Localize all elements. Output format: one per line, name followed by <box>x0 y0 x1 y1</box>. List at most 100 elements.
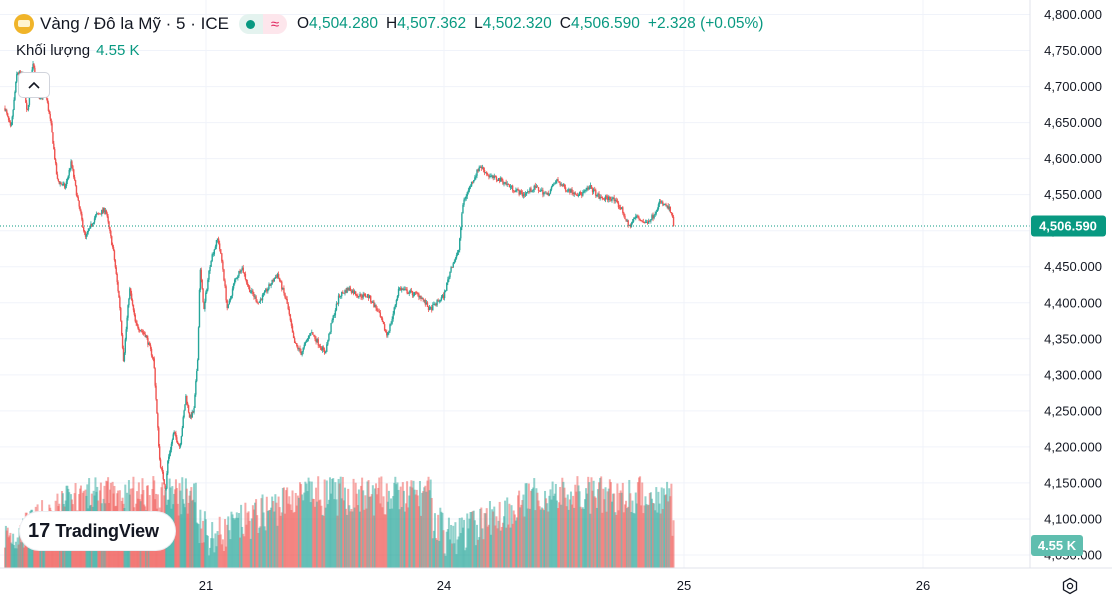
candle-body <box>659 201 662 203</box>
volume-bar <box>496 528 499 568</box>
volume-bar <box>413 489 416 568</box>
volume-bar <box>549 489 552 568</box>
candle-body <box>101 209 103 215</box>
tradingview-mark-icon: 17 <box>28 519 51 542</box>
candle-body <box>131 299 134 305</box>
candle-body <box>462 204 464 214</box>
candle-body <box>358 296 360 298</box>
y-tick-label: 4,650.000 <box>1044 115 1102 130</box>
volume-bar <box>622 512 625 568</box>
candle-body <box>376 308 378 311</box>
volume-bar <box>435 538 438 568</box>
candle-body <box>425 302 428 305</box>
volume-bar <box>262 512 265 568</box>
volume-bar <box>311 498 314 568</box>
candle-body <box>557 179 559 182</box>
candle-body <box>646 222 649 224</box>
volume-bar <box>369 496 372 568</box>
candle-body <box>90 223 92 226</box>
volume-bar <box>299 482 302 568</box>
volume-bar <box>561 477 564 568</box>
volume-bar <box>403 511 406 568</box>
volume-bar <box>385 483 388 568</box>
volume-bar <box>366 481 369 568</box>
candle-body <box>210 260 212 267</box>
candle-body <box>641 221 643 222</box>
volume-bar <box>521 500 524 568</box>
candle-body <box>213 249 216 255</box>
candle-body <box>118 291 120 298</box>
candle-body <box>187 403 189 406</box>
volume-bar <box>550 499 553 568</box>
symbol-title[interactable]: Vàng / Đô la Mỹ · 5 · ICE <box>40 14 229 33</box>
candle-body <box>402 288 404 290</box>
candle-body <box>434 303 436 305</box>
candle-body <box>576 194 579 196</box>
volume-bar <box>342 500 345 568</box>
tradingview-logo[interactable]: 17 TradingView <box>20 512 175 550</box>
candle-body <box>4 108 6 111</box>
status-pill[interactable]: ≈ <box>238 14 287 34</box>
volume-bar <box>375 483 378 568</box>
candle-body <box>149 345 152 349</box>
volume-bar <box>500 526 503 568</box>
candle-body <box>564 187 567 191</box>
volume-bar <box>499 530 502 568</box>
volume-bar <box>426 480 429 568</box>
volume-bar <box>657 491 660 568</box>
candle-body <box>303 344 305 348</box>
candle-body <box>622 207 624 213</box>
candle-body <box>230 295 233 299</box>
candle-body <box>505 182 507 185</box>
volume-bar <box>364 495 367 568</box>
volume-bar <box>421 492 424 568</box>
volume-bar <box>261 494 264 568</box>
volume-bar <box>488 501 491 568</box>
volume-bar <box>274 494 277 568</box>
candle-body <box>92 222 95 224</box>
volume-bar <box>633 513 636 568</box>
volume-bar <box>216 531 219 568</box>
time-axis[interactable]: 21 24 25 26 <box>199 578 930 593</box>
volume-bar <box>537 500 540 568</box>
volume-bar <box>443 553 446 568</box>
candle-body <box>649 220 651 222</box>
candle-body <box>183 410 185 418</box>
candle-body <box>514 191 516 193</box>
volume-bar <box>491 509 494 568</box>
volume-bar <box>542 510 545 568</box>
candle-body <box>122 348 125 361</box>
candle-body <box>624 215 626 220</box>
volume-bar <box>355 493 358 568</box>
volume-bar <box>406 481 409 568</box>
candle-body <box>291 325 294 333</box>
candle-body <box>316 339 318 343</box>
volume-bar <box>546 503 549 568</box>
candle-body <box>83 230 86 233</box>
candle-body <box>643 222 646 224</box>
candle-body <box>528 191 530 193</box>
volume-bar <box>630 512 633 568</box>
candle-body <box>555 180 557 184</box>
candle-body <box>375 304 377 309</box>
volume-bar <box>391 508 394 568</box>
price-axis[interactable]: 4,800.000 4,750.000 4,700.000 4,650.000 4,60… <box>1044 7 1102 563</box>
settings-gear-icon[interactable] <box>1061 577 1079 595</box>
candle-body <box>635 216 637 219</box>
candle-body <box>32 63 34 70</box>
volume-bar <box>237 513 240 568</box>
volume-bar <box>621 482 624 568</box>
candle-body <box>380 316 383 319</box>
candle-body <box>120 307 122 321</box>
candle-body <box>340 295 342 297</box>
candle-body <box>107 216 109 222</box>
x-tick-label: 25 <box>677 578 691 593</box>
candle-body <box>518 190 520 195</box>
volume-bar <box>231 514 234 568</box>
candle-body <box>465 196 467 199</box>
candle-body <box>94 215 97 219</box>
candle-body <box>581 194 583 196</box>
collapse-legend-button[interactable] <box>18 72 50 98</box>
volume-bar <box>455 554 458 568</box>
